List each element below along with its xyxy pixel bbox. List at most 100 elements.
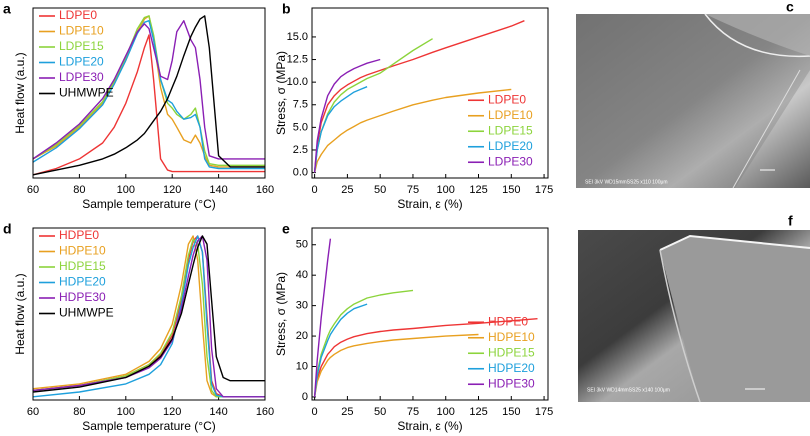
y-axis-label: Heat flow (a.u.)	[13, 273, 27, 354]
plot-frame	[32, 227, 266, 401]
x-tick-label: 0	[312, 406, 318, 418]
series-line	[33, 15, 265, 166]
series-line	[313, 58, 381, 173]
plot-frame	[32, 7, 266, 179]
sem-caption: SEI 3kV WD14mmSS25 x140 100μm	[587, 387, 670, 393]
x-axis-label: Sample temperature (°C)	[82, 197, 216, 211]
series-line	[313, 238, 332, 398]
x-tick-label: 175	[535, 184, 553, 196]
x-tick-label: 150	[502, 184, 520, 196]
legend-label: HDPE15	[59, 259, 106, 273]
legend-label: LDPE10	[59, 24, 104, 38]
series-line	[313, 20, 525, 173]
panel-label: f	[788, 213, 793, 229]
legend-label: LDPE0	[488, 92, 526, 106]
panel-label: c	[786, 0, 794, 15]
x-tick-label: 25	[341, 184, 353, 196]
legend-label: LDPE15	[59, 39, 104, 53]
legend-label: HDPE0	[488, 314, 528, 328]
y-tick-label: 5.0	[293, 121, 308, 133]
plot-frame	[311, 227, 549, 401]
legend-label: LDPE30	[488, 154, 533, 168]
x-axis-label: Strain, ε (%)	[397, 419, 462, 433]
x-tick-label: 125	[469, 184, 487, 196]
y-tick-label: 15.0	[287, 31, 308, 43]
legend-label: HDPE30	[59, 290, 106, 304]
y-tick-label: 30	[296, 300, 308, 312]
legend-label: HDPE15	[488, 345, 535, 359]
legend-label: HDPE10	[488, 330, 535, 344]
x-tick-label: 75	[407, 406, 419, 418]
y-axis-label: Heat flow (a.u.)	[13, 52, 27, 133]
legend-label: HDPE20	[488, 361, 535, 375]
x-tick-label: 120	[163, 184, 181, 196]
x-tick-label: 100	[117, 184, 135, 196]
panel-label: a	[3, 1, 11, 17]
x-tick-label: 140	[209, 184, 227, 196]
x-tick-label: 160	[256, 184, 274, 196]
series-line	[33, 235, 265, 393]
y-tick-label: 0.0	[293, 166, 308, 178]
series-line	[313, 318, 538, 398]
y-tick-label: 2.5	[293, 144, 308, 156]
y-tick-label: 12.5	[287, 53, 308, 65]
series-line	[33, 20, 265, 170]
series-line	[33, 20, 265, 160]
y-tick-label: 10.0	[287, 76, 308, 88]
x-tick-label: 140	[209, 406, 227, 418]
legend-label: LDPE15	[488, 123, 533, 137]
legend-label: HDPE20	[59, 275, 106, 289]
series-line	[313, 289, 414, 398]
series-line	[313, 333, 479, 398]
series-line	[313, 86, 368, 173]
panel-label: d	[3, 221, 12, 237]
x-tick-label: 50	[374, 184, 386, 196]
x-tick-label: 60	[27, 184, 39, 196]
y-tick-label: 10	[296, 360, 308, 372]
y-tick-label: 7.5	[293, 99, 308, 111]
legend-label: LDPE20	[488, 139, 533, 153]
sem-image-c	[576, 13, 810, 189]
sem-caption: SEI 3kV WD15mmSS25 x110 100μm	[585, 179, 668, 185]
x-tick-label: 80	[73, 406, 85, 418]
legend-label: LDPE10	[488, 108, 533, 122]
legend-label: UHMWPE	[59, 306, 114, 320]
legend-label: HDPE10	[59, 244, 106, 258]
x-axis-label: Sample temperature (°C)	[82, 419, 216, 433]
y-axis-label: Stress, σ (MPa)	[274, 51, 288, 135]
y-tick-label: 40	[296, 269, 308, 281]
series-line	[33, 34, 265, 176]
x-tick-label: 120	[163, 406, 181, 418]
legend-label: LDPE0	[59, 8, 97, 22]
series-line	[313, 88, 512, 173]
y-tick-label: 0	[302, 391, 308, 403]
x-tick-label: 100	[437, 406, 455, 418]
panel-label: e	[282, 221, 290, 237]
legend-label: HDPE0	[59, 228, 99, 242]
x-tick-label: 0	[312, 184, 318, 196]
legend-label: HDPE30	[488, 376, 535, 390]
x-tick-label: 125	[469, 406, 487, 418]
x-tick-label: 75	[407, 184, 419, 196]
x-tick-label: 100	[437, 184, 455, 196]
legend-label: UHMWPE	[59, 86, 114, 100]
x-tick-label: 80	[73, 184, 85, 196]
legend-label: LDPE30	[59, 70, 104, 84]
series-line	[313, 303, 368, 398]
y-tick-label: 50	[296, 239, 308, 251]
x-tick-label: 160	[256, 406, 274, 418]
panel-label: b	[282, 1, 291, 17]
series-line	[33, 15, 265, 176]
x-tick-label: 50	[374, 406, 386, 418]
sem-image-f	[578, 230, 810, 403]
x-tick-label: 60	[27, 406, 39, 418]
x-tick-label: 150	[502, 406, 520, 418]
series-line	[33, 15, 265, 168]
x-axis-label: Strain, ε (%)	[397, 197, 462, 211]
x-tick-label: 100	[117, 406, 135, 418]
y-tick-label: 20	[296, 330, 308, 342]
y-axis-label: Stress, σ (MPa)	[274, 272, 288, 356]
series-line	[33, 235, 265, 398]
x-tick-label: 25	[341, 406, 353, 418]
